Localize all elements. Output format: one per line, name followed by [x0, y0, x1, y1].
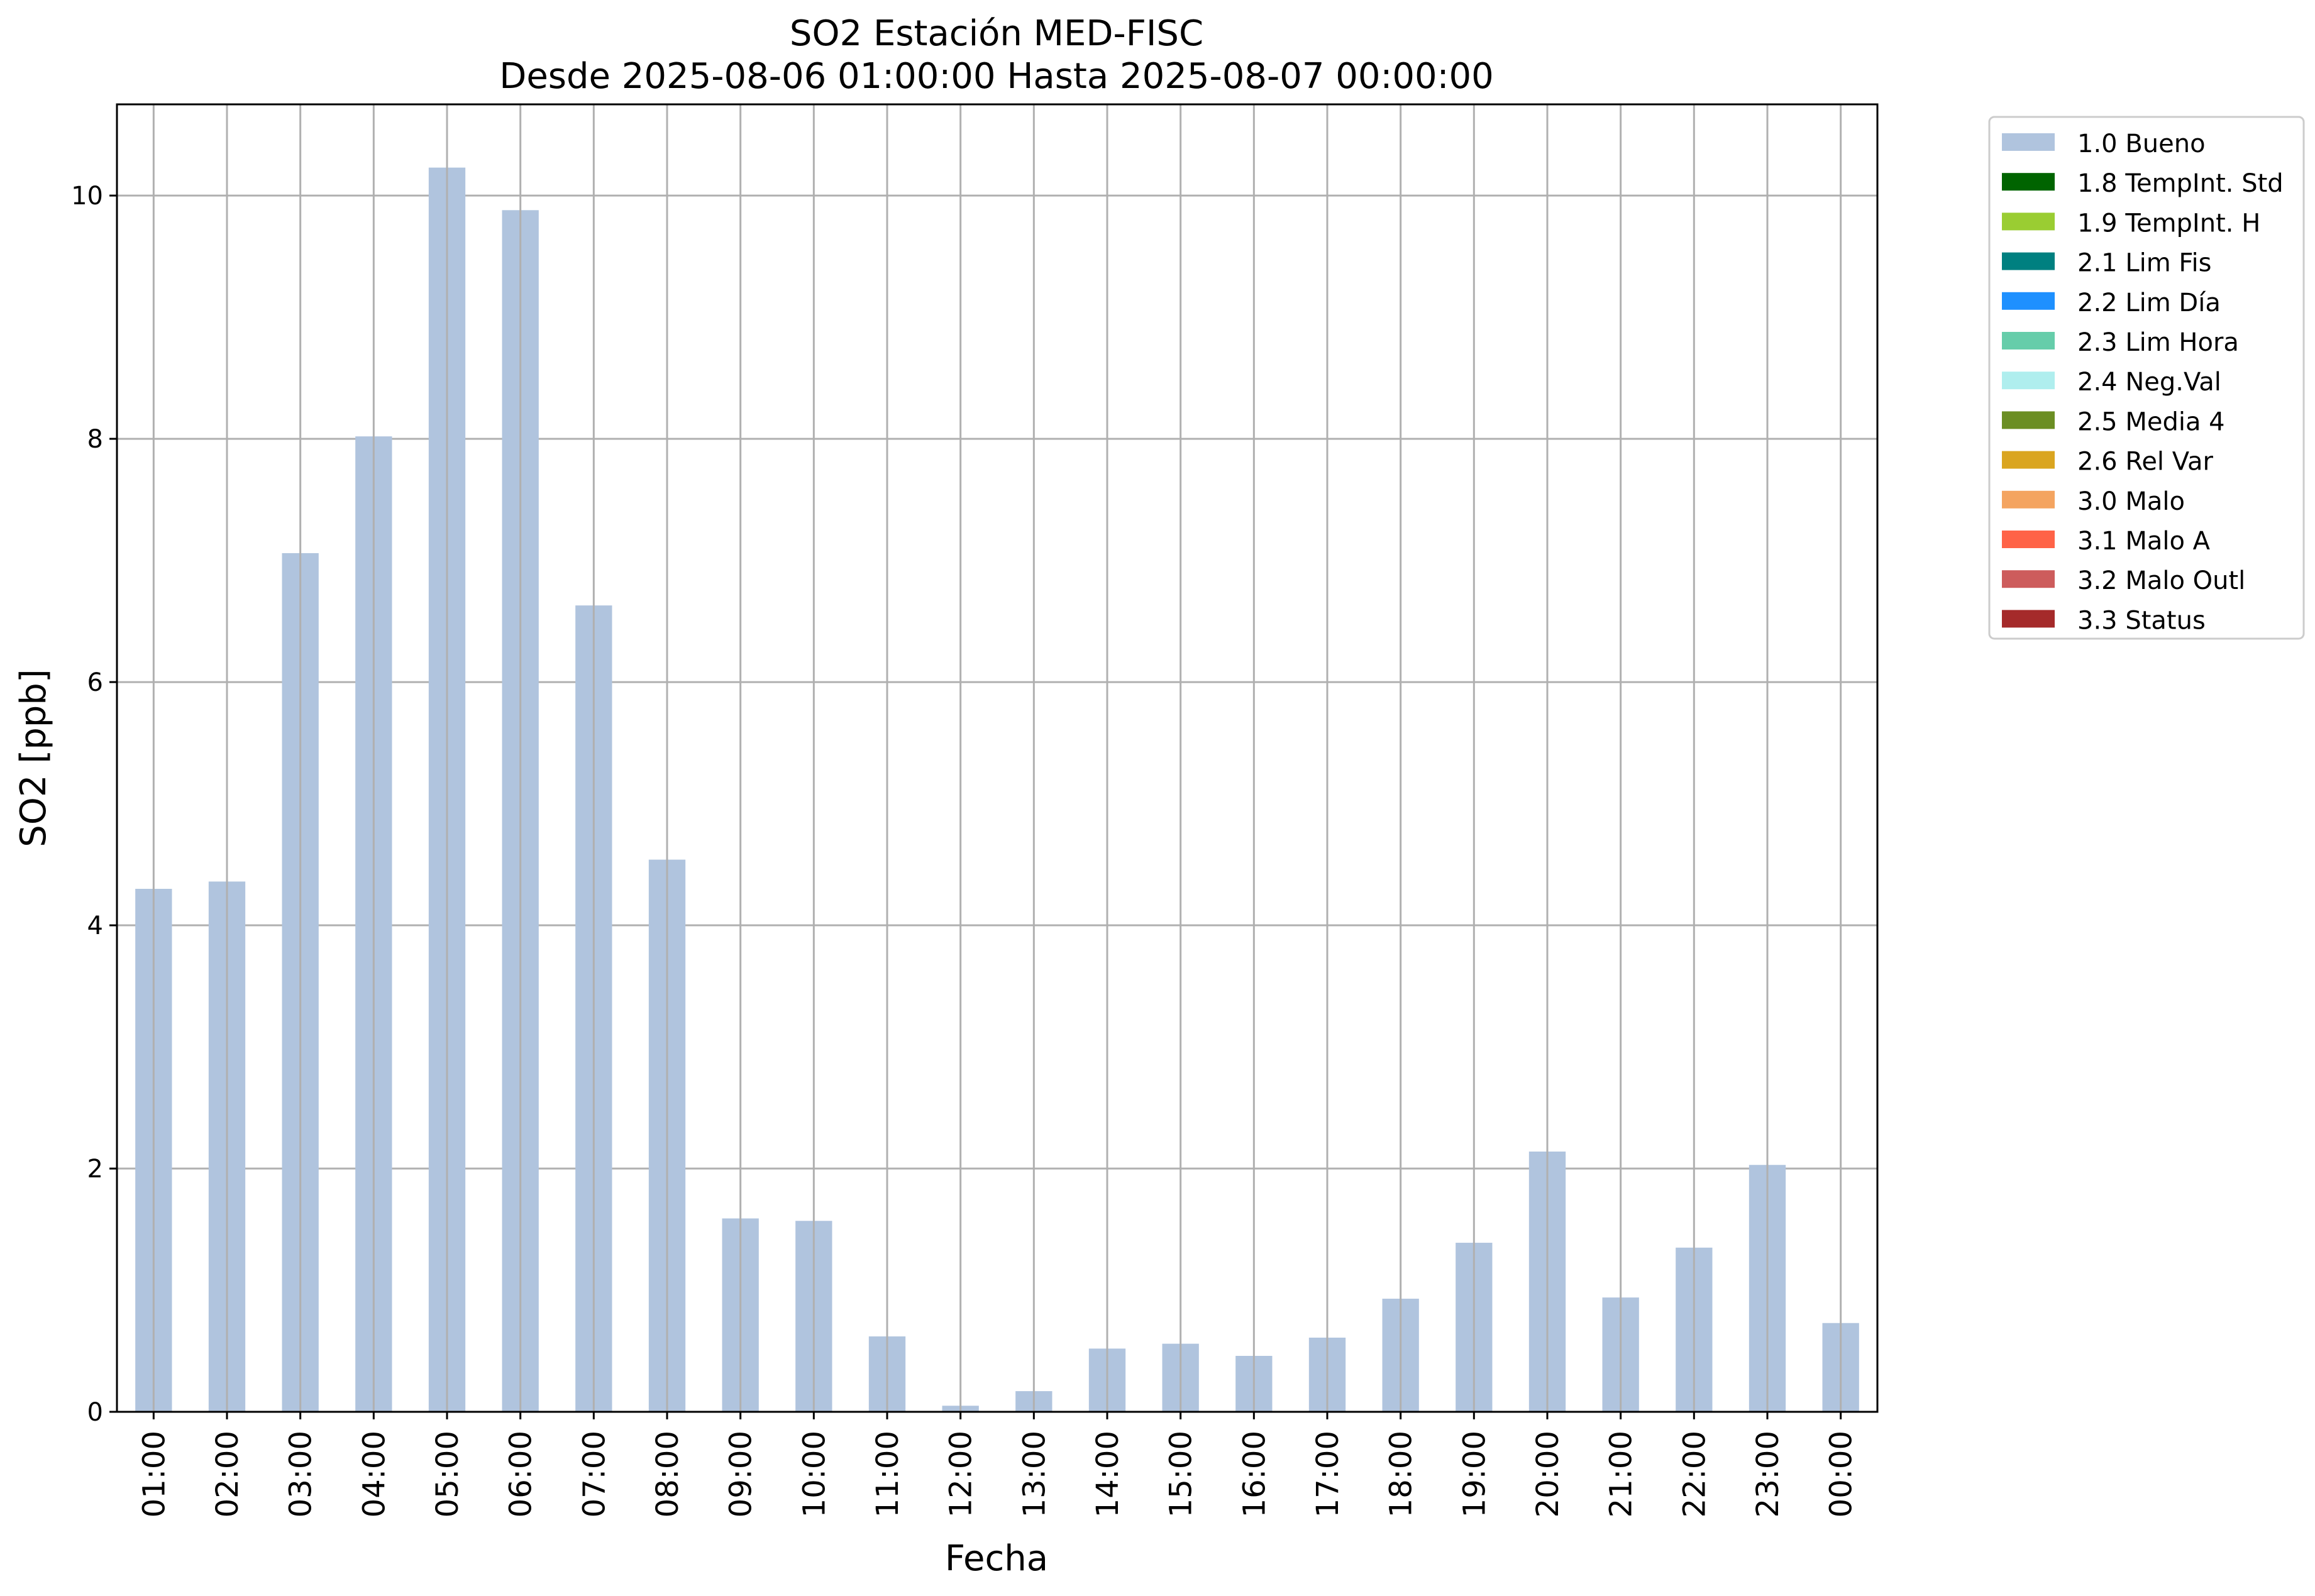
legend-swatch — [2002, 371, 2055, 390]
legend-label: 1.0 Bueno — [2077, 129, 2206, 158]
legend-label: 1.8 TempInt. Std — [2077, 169, 2284, 198]
legend-frame — [1988, 116, 2305, 640]
x-tick-label: 15:00 — [1164, 1431, 1199, 1517]
x-tick-label: 03:00 — [284, 1431, 319, 1517]
x-tick-label: 06:00 — [504, 1431, 539, 1517]
y-tick-label: 0 — [87, 1398, 103, 1427]
x-axis-label: Fecha — [945, 1538, 1048, 1579]
x-tick-label: 21:00 — [1604, 1431, 1639, 1517]
y-tick-label: 6 — [87, 668, 103, 697]
legend-swatch — [2002, 133, 2055, 151]
y-tick-label: 4 — [87, 911, 103, 940]
x-tick-label: 04:00 — [356, 1431, 392, 1517]
x-tick-label: 10:00 — [797, 1431, 832, 1517]
x-tick-label: 23:00 — [1750, 1431, 1786, 1517]
legend-swatch — [2002, 212, 2055, 231]
legend-label: 3.2 Malo Outl — [2077, 566, 2245, 595]
x-tick-label: 16:00 — [1237, 1431, 1272, 1517]
legend: 1.0 Bueno 1.8 TempInt. Std 1.9 TempInt. H 2… — [1988, 116, 2305, 640]
x-tick-label: 20:00 — [1530, 1431, 1566, 1517]
x-tick-label: 08:00 — [650, 1431, 685, 1517]
vertical-grid-lines — [152, 104, 1842, 1412]
legend-label: 2.4 Neg.Val — [2077, 368, 2221, 397]
legend-swatch — [2002, 490, 2055, 509]
legend-label: 2.1 Lim Fis — [2077, 249, 2211, 278]
y-tick-label: 10 — [71, 182, 103, 211]
legend-swatch — [2002, 570, 2055, 588]
legend-label: 2.3 Lim Hora — [2077, 328, 2239, 357]
legend-swatch — [2002, 411, 2055, 429]
x-tick-label: 11:00 — [870, 1431, 905, 1517]
legend-swatch — [2002, 252, 2055, 270]
chart-subtitle: Desde 2025-08-06 01:00:00 Hasta 2025-08-… — [499, 56, 1494, 97]
legend-label: 3.0 Malo — [2077, 487, 2185, 516]
legend-swatch — [2002, 292, 2055, 310]
legend-swatch — [2002, 451, 2055, 469]
x-tick-label: 05:00 — [430, 1431, 465, 1517]
legend-label: 1.9 TempInt. H — [2077, 209, 2260, 238]
x-tick-label: 00:00 — [1824, 1431, 1859, 1517]
x-tick-label: 01:00 — [136, 1431, 172, 1517]
chart-title: SO2 Estación MED-FISC — [790, 13, 1203, 54]
legend-swatch — [2002, 173, 2055, 191]
y-tick-label: 8 — [87, 425, 103, 454]
x-axis-ticks: 01:00 02:00 03:00 04:00 05:00 06:00 07:00 08:00… — [136, 1412, 1859, 1517]
legend-label: 2.6 Rel Var — [2077, 448, 2214, 476]
y-axis-label: SO2 [ppb] — [13, 669, 54, 847]
legend-swatch — [2002, 332, 2055, 349]
legend-swatch — [2002, 531, 2055, 548]
x-tick-label: 07:00 — [577, 1431, 612, 1517]
x-tick-label: 19:00 — [1457, 1431, 1492, 1517]
y-tick-label: 2 — [87, 1155, 103, 1184]
legend-label: 2.2 Lim Día — [2077, 289, 2221, 317]
plot-frame — [116, 103, 1879, 1413]
x-tick-label: 12:00 — [944, 1431, 979, 1517]
x-tick-label: 17:00 — [1310, 1431, 1345, 1517]
x-tick-label: 09:00 — [724, 1431, 759, 1517]
legend-swatch — [2002, 610, 2055, 628]
legend-label: 2.5 Media 4 — [2077, 407, 2225, 436]
x-tick-label: 18:00 — [1384, 1431, 1419, 1517]
x-tick-label: 22:00 — [1677, 1431, 1712, 1517]
y-axis-ticks: 0 2 4 6 8 10 — [71, 182, 117, 1427]
x-tick-label: 13:00 — [1017, 1431, 1052, 1517]
legend-label: 3.1 Malo A — [2077, 527, 2211, 556]
legend-label: 3.3 Status — [2077, 606, 2206, 635]
x-tick-label: 14:00 — [1090, 1431, 1125, 1517]
x-tick-label: 02:00 — [210, 1431, 245, 1517]
